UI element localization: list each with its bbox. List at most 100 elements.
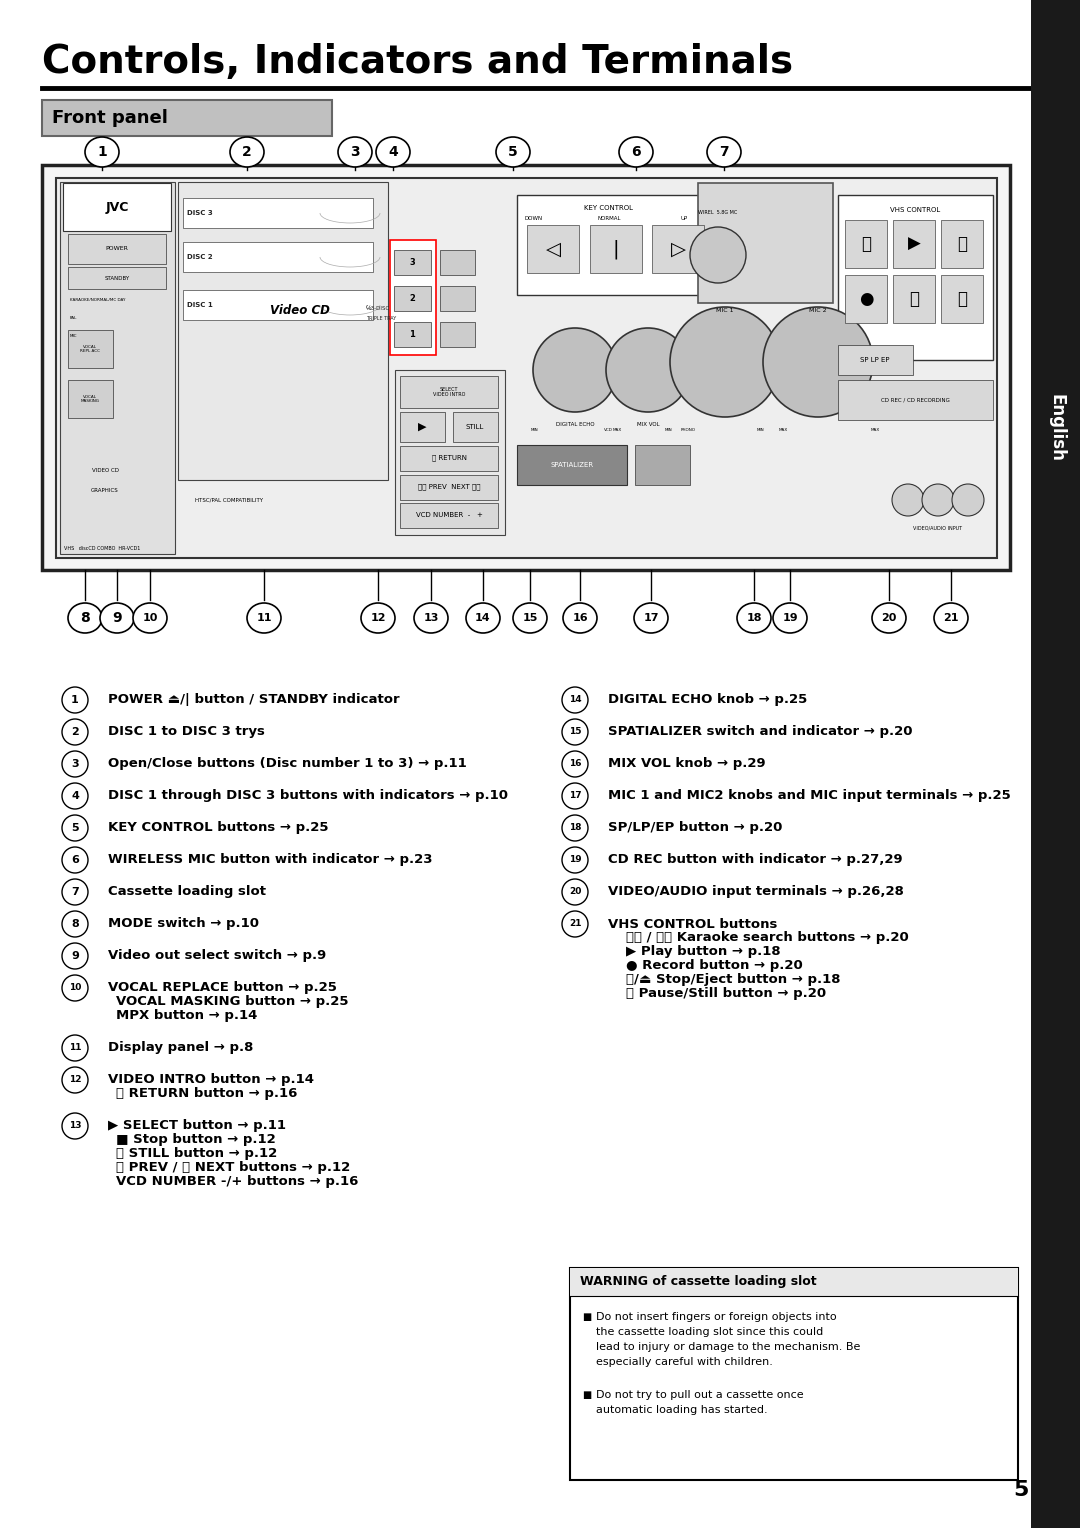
Text: 16: 16 (572, 613, 588, 623)
Text: 6: 6 (71, 856, 79, 865)
Text: VIDEO/AUDIO input terminals → p.26,28: VIDEO/AUDIO input terminals → p.26,28 (608, 886, 904, 898)
Circle shape (62, 975, 87, 1001)
Bar (1031, 0, 1080, 1528)
Text: 7: 7 (719, 145, 729, 159)
Text: 18: 18 (746, 613, 761, 623)
Text: 21: 21 (943, 613, 959, 623)
Bar (838, 380, 993, 420)
Bar (635, 445, 690, 484)
Bar (838, 196, 993, 361)
Text: SP LP EP: SP LP EP (861, 358, 890, 364)
Ellipse shape (68, 604, 102, 633)
Circle shape (562, 782, 588, 808)
Bar (838, 345, 913, 374)
Circle shape (62, 879, 87, 905)
Text: 18: 18 (569, 824, 581, 833)
Text: the cassette loading slot since this could: the cassette loading slot since this cou… (596, 1326, 823, 1337)
Bar (453, 413, 498, 442)
Bar (527, 225, 579, 274)
Text: VHS CONTROL: VHS CONTROL (890, 206, 940, 212)
Bar (941, 275, 983, 322)
Text: automatic loading has started.: automatic loading has started. (596, 1406, 768, 1415)
Text: SPATIALIZER: SPATIALIZER (551, 461, 594, 468)
Bar (178, 182, 388, 480)
Circle shape (562, 720, 588, 746)
Text: 9: 9 (112, 611, 122, 625)
Text: UP: UP (680, 215, 688, 220)
Text: VOCAL
REPL ACC: VOCAL REPL ACC (80, 345, 100, 353)
Circle shape (62, 720, 87, 746)
Text: MIC 1 and MIC2 knobs and MIC input terminals → p.25: MIC 1 and MIC2 knobs and MIC input termi… (608, 790, 1011, 802)
Circle shape (762, 307, 873, 417)
Circle shape (62, 688, 87, 714)
Ellipse shape (85, 138, 119, 167)
Text: SP/LP/EP button → p.20: SP/LP/EP button → p.20 (608, 822, 782, 834)
Text: 1: 1 (409, 330, 415, 339)
Bar (68, 267, 166, 289)
Bar (570, 1268, 1018, 1481)
Text: POWER: POWER (106, 246, 129, 252)
Ellipse shape (496, 138, 530, 167)
Bar (68, 234, 166, 264)
Bar (42, 165, 1010, 570)
Circle shape (62, 1034, 87, 1060)
Text: POWER ⏏/| button / STANDBY indicator: POWER ⏏/| button / STANDBY indicator (108, 694, 400, 706)
Text: ⤴ RETURN button → p.16: ⤴ RETURN button → p.16 (116, 1088, 297, 1100)
Ellipse shape (376, 138, 410, 167)
Text: SELECT
VIDEO INTRO: SELECT VIDEO INTRO (433, 387, 465, 397)
Text: VHS CONTROL buttons: VHS CONTROL buttons (608, 917, 778, 931)
Bar (394, 286, 431, 312)
Text: 13: 13 (423, 613, 438, 623)
Text: VOCAL
MASKING: VOCAL MASKING (81, 394, 99, 403)
Bar (698, 183, 833, 303)
Text: 5: 5 (71, 824, 79, 833)
Text: JVC: JVC (106, 200, 129, 214)
Bar (394, 322, 431, 347)
Text: 10: 10 (69, 984, 81, 993)
Bar (517, 445, 627, 484)
Ellipse shape (707, 138, 741, 167)
Circle shape (62, 750, 87, 778)
Text: Cassette loading slot: Cassette loading slot (108, 886, 266, 898)
Text: WARNING of cassette loading slot: WARNING of cassette loading slot (580, 1276, 816, 1288)
Circle shape (670, 307, 780, 417)
Text: 8: 8 (71, 918, 79, 929)
Bar (183, 241, 373, 272)
Text: MIN: MIN (756, 428, 764, 432)
Bar (400, 413, 445, 442)
Ellipse shape (247, 604, 281, 633)
Ellipse shape (634, 604, 669, 633)
Bar (845, 220, 887, 267)
Text: WIREL  5.8G MC: WIREL 5.8G MC (699, 209, 738, 214)
Circle shape (892, 484, 924, 516)
Bar (394, 251, 431, 275)
Text: 21: 21 (569, 920, 581, 929)
Circle shape (922, 484, 954, 516)
Text: |: | (612, 240, 619, 258)
Circle shape (562, 750, 588, 778)
Text: ⏭: ⏭ (957, 235, 967, 254)
Bar (652, 225, 704, 274)
Text: 11: 11 (69, 1044, 81, 1053)
Bar (400, 446, 498, 471)
Text: 12: 12 (370, 613, 386, 623)
Text: DOWN: DOWN (525, 215, 543, 220)
Circle shape (562, 847, 588, 872)
Text: 12: 12 (69, 1076, 81, 1085)
Text: Do not insert fingers or foreign objects into: Do not insert fingers or foreign objects… (596, 1313, 837, 1322)
Ellipse shape (619, 138, 653, 167)
Circle shape (606, 329, 690, 413)
Text: lead to injury or damage to the mechanism. Be: lead to injury or damage to the mechanis… (596, 1342, 861, 1352)
Text: VOCAL MASKING button → p.25: VOCAL MASKING button → p.25 (116, 996, 349, 1008)
Circle shape (62, 943, 87, 969)
Bar (400, 503, 498, 529)
Bar (400, 475, 498, 500)
Text: ●: ● (859, 290, 874, 309)
Text: 19: 19 (782, 613, 798, 623)
Text: MIX VOL: MIX VOL (637, 422, 659, 426)
Text: 8: 8 (80, 611, 90, 625)
Text: STILL: STILL (465, 423, 484, 429)
Bar (183, 290, 373, 319)
Text: DISC 2: DISC 2 (187, 254, 213, 260)
Text: Video CD: Video CD (270, 304, 329, 316)
